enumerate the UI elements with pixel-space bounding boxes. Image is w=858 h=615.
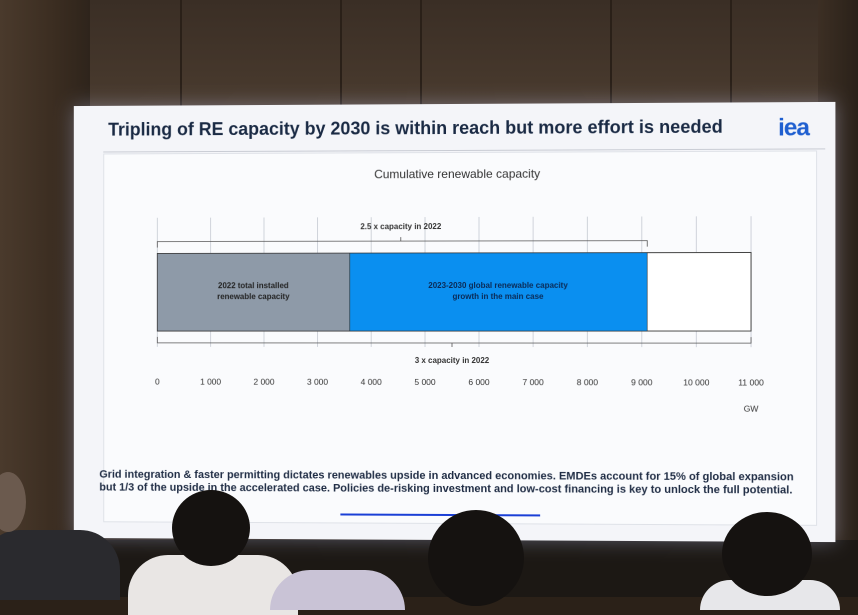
audience-head <box>722 512 812 596</box>
chart-title: Cumulative renewable capacity <box>104 166 816 183</box>
wall-panel <box>730 0 732 115</box>
wall-panel <box>180 0 182 115</box>
wall-panel <box>420 0 422 115</box>
x-tick-label: 5 000 <box>414 377 435 387</box>
x-tick-label: 2 000 <box>253 377 274 387</box>
annotation-label: 2.5 x capacity in 2022 <box>360 222 441 231</box>
x-tick-label: 1 000 <box>200 377 221 387</box>
wall-panel <box>340 0 342 115</box>
stacked-bar-chart: 2022 total installed renewable capacity20… <box>104 188 816 450</box>
audience-head <box>428 510 524 606</box>
audience-person <box>0 530 120 600</box>
room-wall-top <box>90 0 858 115</box>
x-tick-label: 11 000 <box>738 377 764 387</box>
audience-head <box>172 490 250 566</box>
x-tick-label: 0 <box>155 377 160 387</box>
annotation-label: 3 x capacity in 2022 <box>415 356 490 365</box>
projection-screen: Tripling of RE capacity by 2030 is withi… <box>74 102 836 542</box>
audience-seat <box>270 570 405 610</box>
x-tick-label: 4 000 <box>361 377 382 387</box>
wall-panel <box>610 0 612 115</box>
annotation-bracket <box>157 337 751 343</box>
iea-logo: iea <box>778 114 809 142</box>
x-axis-label: GW <box>744 404 759 414</box>
x-tick-label: 8 000 <box>577 377 599 387</box>
x-tick-label: 6 000 <box>468 377 490 387</box>
x-tick-label: 7 000 <box>522 377 544 387</box>
slide-title: Tripling of RE capacity by 2030 is withi… <box>108 117 723 141</box>
x-tick-label: 10 000 <box>683 377 710 387</box>
bar-segment-label: 2022 total installed renewable capacity <box>217 281 290 301</box>
x-tick-label: 9 000 <box>631 377 653 387</box>
annotation-bracket <box>157 241 647 248</box>
x-tick-label: 3 000 <box>307 377 328 387</box>
